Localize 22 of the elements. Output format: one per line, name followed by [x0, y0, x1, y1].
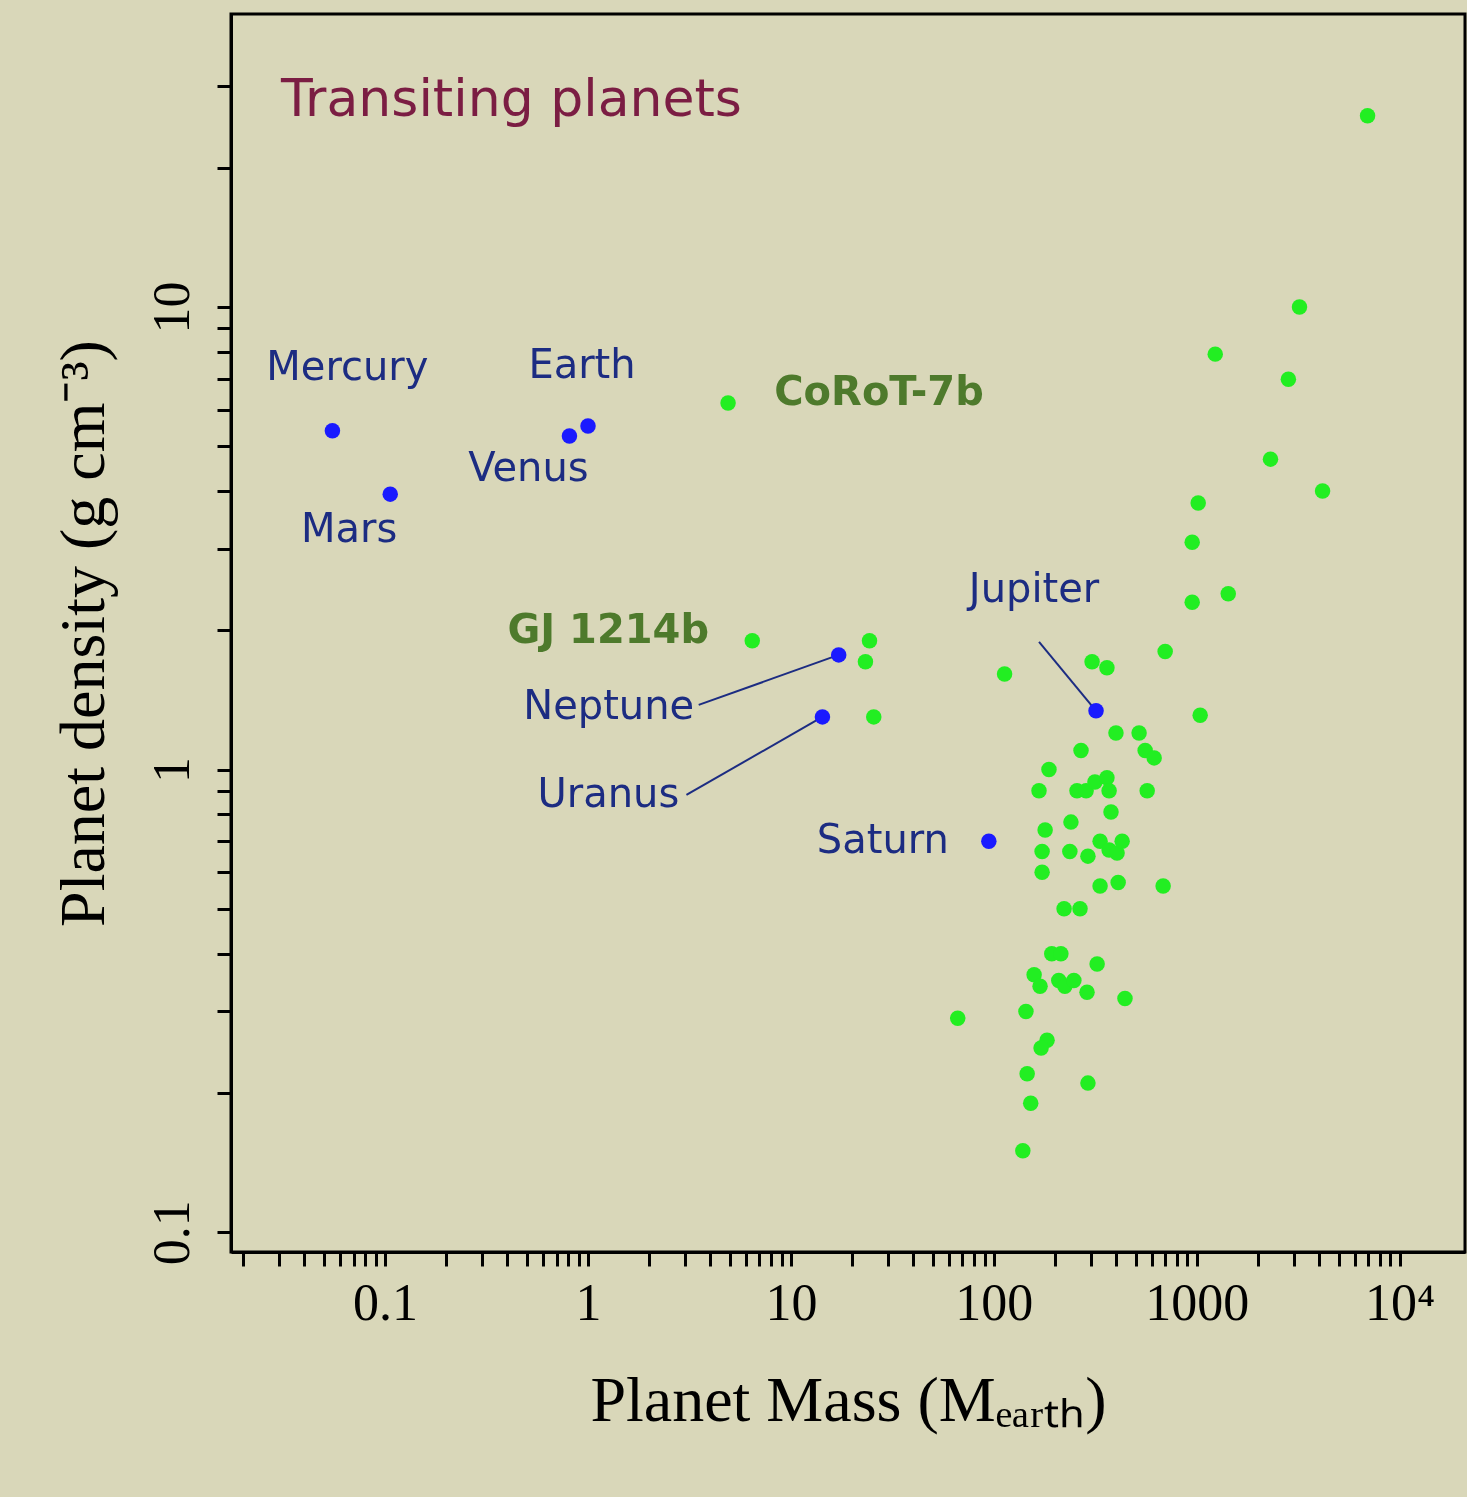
x-tick-label: 1: [575, 1273, 602, 1331]
annotation: Neptune: [523, 681, 695, 728]
x-axis-title: Planet Mass (Mₑₐᵣₜₕ): [590, 1363, 1107, 1435]
text: Transiting planets: [280, 68, 742, 128]
y-tick-label: 1: [142, 757, 200, 784]
annotation: Uranus: [537, 769, 680, 816]
x-tick-label: 0.1: [353, 1273, 419, 1331]
x-tick-label: 10⁴: [1365, 1273, 1436, 1331]
y-tick-label: 10: [142, 281, 200, 334]
x-tick-label: 10: [765, 1273, 818, 1331]
annotation: Mercury: [266, 342, 429, 389]
annotation: Venus: [468, 444, 589, 491]
annotation: Mars: [301, 505, 398, 552]
annotation: Saturn: [816, 816, 949, 863]
x-tick-label: 100: [955, 1273, 1034, 1331]
y-axis-title: Planet density (g cm⁻³): [46, 340, 118, 927]
annotation: Jupiter: [965, 564, 1100, 611]
y-tick-label: 0.1: [142, 1200, 200, 1266]
x-tick-label: 1000: [1145, 1273, 1250, 1331]
annotation: CoRoT-7b: [774, 368, 984, 415]
annotation: Earth: [528, 341, 636, 388]
annotation: GJ 1214b: [507, 605, 710, 652]
